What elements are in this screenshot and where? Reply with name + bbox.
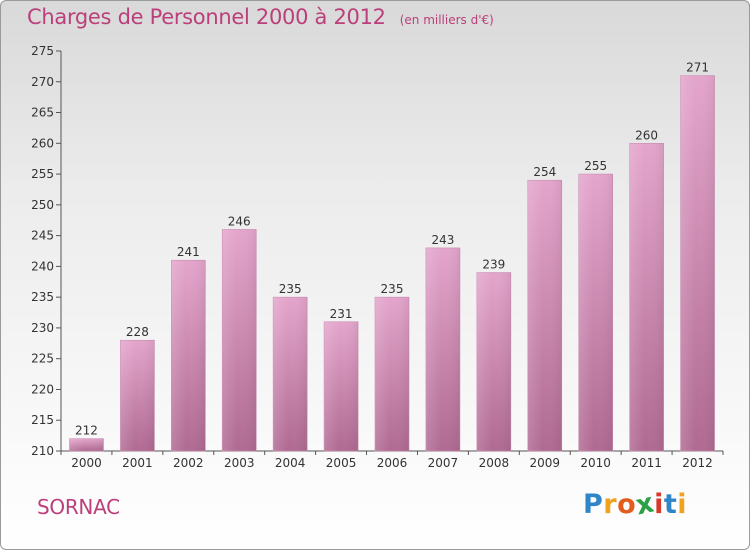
data-label: 254 [533, 165, 556, 179]
y-tick-label: 240 [31, 259, 54, 273]
bar-shine [273, 297, 308, 451]
x-tick-label: 2011 [631, 456, 662, 470]
bar-shine [680, 75, 715, 451]
bar-shine [476, 272, 511, 451]
bar-shine [375, 297, 409, 451]
y-tick-label: 275 [31, 44, 54, 58]
y-tick-label: 220 [31, 382, 54, 396]
chart-subtitle: (en milliers d'€) [399, 13, 494, 27]
x-tick-label: 2004 [275, 456, 306, 470]
bar-shine [629, 143, 664, 452]
chart-title-text: Charges de Personnel 2000 à 2012 [27, 5, 386, 29]
x-tick-label: 2000 [71, 456, 102, 470]
data-label: 212 [75, 424, 98, 438]
y-tick-label: 230 [31, 321, 54, 335]
x-tick-label: 2007 [428, 456, 459, 470]
y-tick-label: 215 [31, 413, 54, 427]
bar-shine [324, 321, 359, 451]
y-tick-label: 210 [31, 444, 54, 458]
bar-shine [425, 247, 460, 451]
data-label: 235 [279, 282, 302, 296]
logo-letter: P [583, 489, 604, 520]
data-label: 260 [635, 128, 658, 142]
data-label: 241 [177, 245, 200, 259]
data-label: 239 [482, 258, 505, 272]
bar-shine [222, 229, 257, 451]
data-label: 243 [431, 233, 454, 247]
logo-letter: i [654, 489, 664, 520]
data-label: 271 [686, 61, 709, 75]
data-label: 235 [381, 282, 404, 296]
x-tick-label: 2010 [580, 456, 611, 470]
data-label: 246 [228, 214, 251, 228]
data-label: 255 [584, 159, 607, 173]
y-tick-label: 245 [31, 229, 54, 243]
x-tick-label: 2008 [479, 456, 510, 470]
bars [69, 75, 715, 452]
x-tick-label: 2012 [682, 456, 713, 470]
bar-shine [171, 260, 206, 451]
logo-letter: i [677, 489, 688, 520]
y-tick-label: 255 [31, 167, 54, 181]
data-label: 228 [126, 325, 149, 339]
x-tick-label: 2001 [122, 456, 153, 470]
bar-shine [527, 180, 562, 451]
logo-letter: r [603, 489, 618, 520]
y-tick-label: 265 [31, 106, 54, 120]
logo-letter: o [617, 489, 637, 520]
proxiti-logo: Proxiti [583, 487, 688, 521]
y-tick-label: 250 [31, 198, 54, 212]
y-tick-label: 270 [31, 75, 54, 89]
x-tick-label: 2003 [224, 456, 255, 470]
y-tick-label: 235 [31, 290, 54, 304]
bar-shine [69, 438, 104, 451]
data-label: 231 [330, 307, 353, 321]
x-tick-label: 2005 [326, 456, 357, 470]
bar-shine [578, 174, 613, 452]
y-tick-label: 260 [31, 136, 54, 150]
x-tick-label: 2006 [377, 456, 408, 470]
x-axis: 2000 2001 2002 2003 2004 2005 2006 2007 2008 2009… [60, 450, 724, 470]
logo-letter: t [663, 489, 678, 520]
y-tick-label: 225 [31, 352, 54, 366]
data-labels: 212 228 241 246 235 231 235 243 239 254 255 260 271 [75, 61, 709, 438]
chart-title: Charges de Personnel 2000 à 2012 (en mill… [27, 5, 494, 29]
bar-shine [120, 340, 155, 451]
y-axis: 210 215 220 225 230 235 240 245 250 255 260 265 270 2… [31, 44, 62, 458]
x-tick-label: 2002 [173, 456, 204, 470]
commune-name: SORNAC [37, 495, 120, 519]
x-tick-label: 2009 [529, 456, 560, 470]
